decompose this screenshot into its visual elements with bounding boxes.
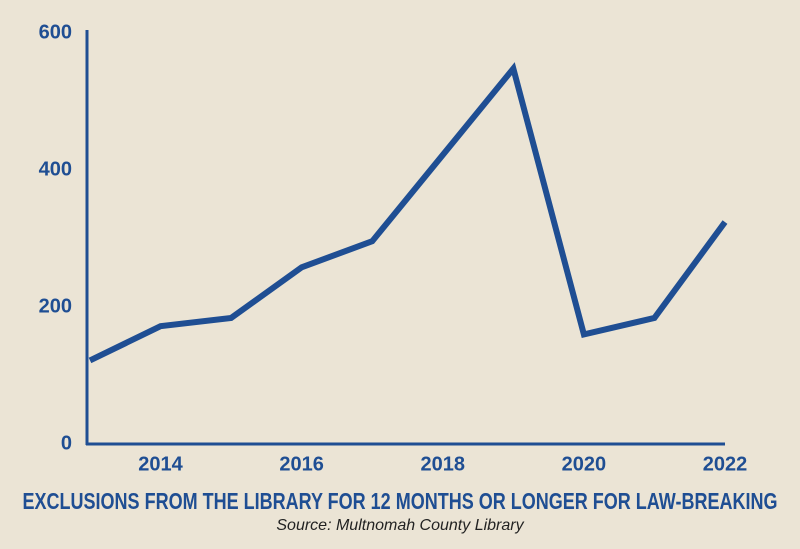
x-tick-label: 2018 (421, 453, 466, 475)
y-tick-label: 200 (39, 295, 72, 317)
y-tick-label: 400 (39, 158, 72, 180)
x-tick-label: 2016 (279, 453, 324, 475)
y-tick-label: 0 (61, 432, 72, 454)
source: Source: Multnomah County Library (276, 517, 524, 534)
x-tick-label: 2014 (138, 453, 183, 475)
y-tick-label: 600 (39, 21, 72, 43)
x-tick-label: 2022 (703, 453, 748, 475)
data-line (88, 62, 728, 364)
chart-title: EXCLUSIONS FROM THE LIBRARY FOR 12 MONTH… (23, 488, 778, 514)
x-tick-label: 2020 (562, 453, 607, 475)
